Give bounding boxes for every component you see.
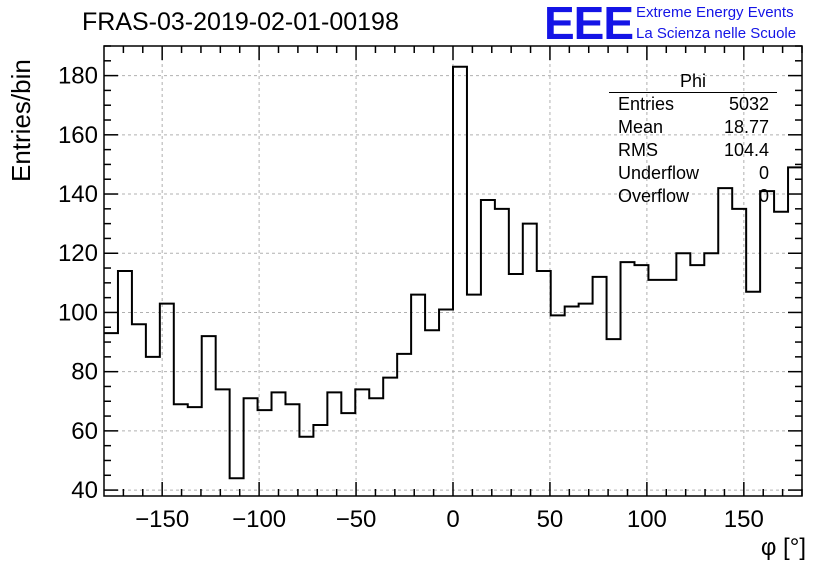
stats-box: Phi Entries 5032 Mean 18.77 RMS 104.4 Un… bbox=[609, 70, 777, 208]
stats-label: Mean bbox=[618, 117, 664, 137]
stats-row-rms: RMS 104.4 bbox=[609, 139, 777, 162]
stats-row-underflow: Underflow 0 bbox=[609, 162, 777, 185]
y-tick-label: 180 bbox=[58, 63, 98, 90]
stats-title: Phi bbox=[609, 70, 777, 93]
y-tick-label: 100 bbox=[58, 299, 98, 326]
x-tick-label: 150 bbox=[724, 506, 764, 533]
x-tick-label: −150 bbox=[135, 506, 189, 533]
stats-label: RMS bbox=[618, 140, 658, 160]
histogram-series bbox=[104, 65, 802, 480]
y-tick-label: 140 bbox=[58, 181, 98, 208]
stats-label: Underflow bbox=[618, 163, 700, 183]
x-tick-label: 0 bbox=[446, 506, 459, 533]
stats-value: 18.77 bbox=[723, 117, 769, 137]
y-tick-label: 80 bbox=[71, 359, 98, 386]
stats-label: Entries bbox=[618, 94, 675, 114]
stats-value: 104.4 bbox=[723, 140, 769, 160]
y-tick-label: 40 bbox=[71, 477, 98, 504]
stats-label: Overflow bbox=[618, 186, 690, 206]
stats-row-overflow: Overflow 0 bbox=[609, 185, 777, 208]
y-tick-label: 160 bbox=[58, 122, 98, 149]
x-tick-label: 100 bbox=[627, 506, 667, 533]
stats-value: 5032 bbox=[728, 94, 769, 114]
x-tick-label: 50 bbox=[537, 506, 564, 533]
logo-line-1: Extreme Energy Events bbox=[636, 4, 794, 21]
y-axis-label: Entries/bin bbox=[6, 59, 36, 182]
x-tick-label: −100 bbox=[232, 506, 286, 533]
y-tick-label: 120 bbox=[58, 240, 98, 267]
x-axis-label: φ [°] bbox=[760, 534, 806, 561]
stats-row-mean: Mean 18.77 bbox=[609, 116, 777, 139]
eee-logo-mark: EEE bbox=[544, 0, 634, 49]
stats-value: 0 bbox=[758, 186, 769, 206]
stats-value: 0 bbox=[758, 163, 769, 183]
stats-row-entries: Entries 5032 bbox=[609, 93, 777, 116]
x-tick-label: −50 bbox=[336, 506, 377, 533]
y-tick-label: 60 bbox=[71, 418, 98, 445]
logo-line-2: La Scienza nelle Scuole bbox=[636, 25, 797, 42]
chart-title: FRAS-03-2019-02-01-00198 bbox=[82, 8, 399, 36]
